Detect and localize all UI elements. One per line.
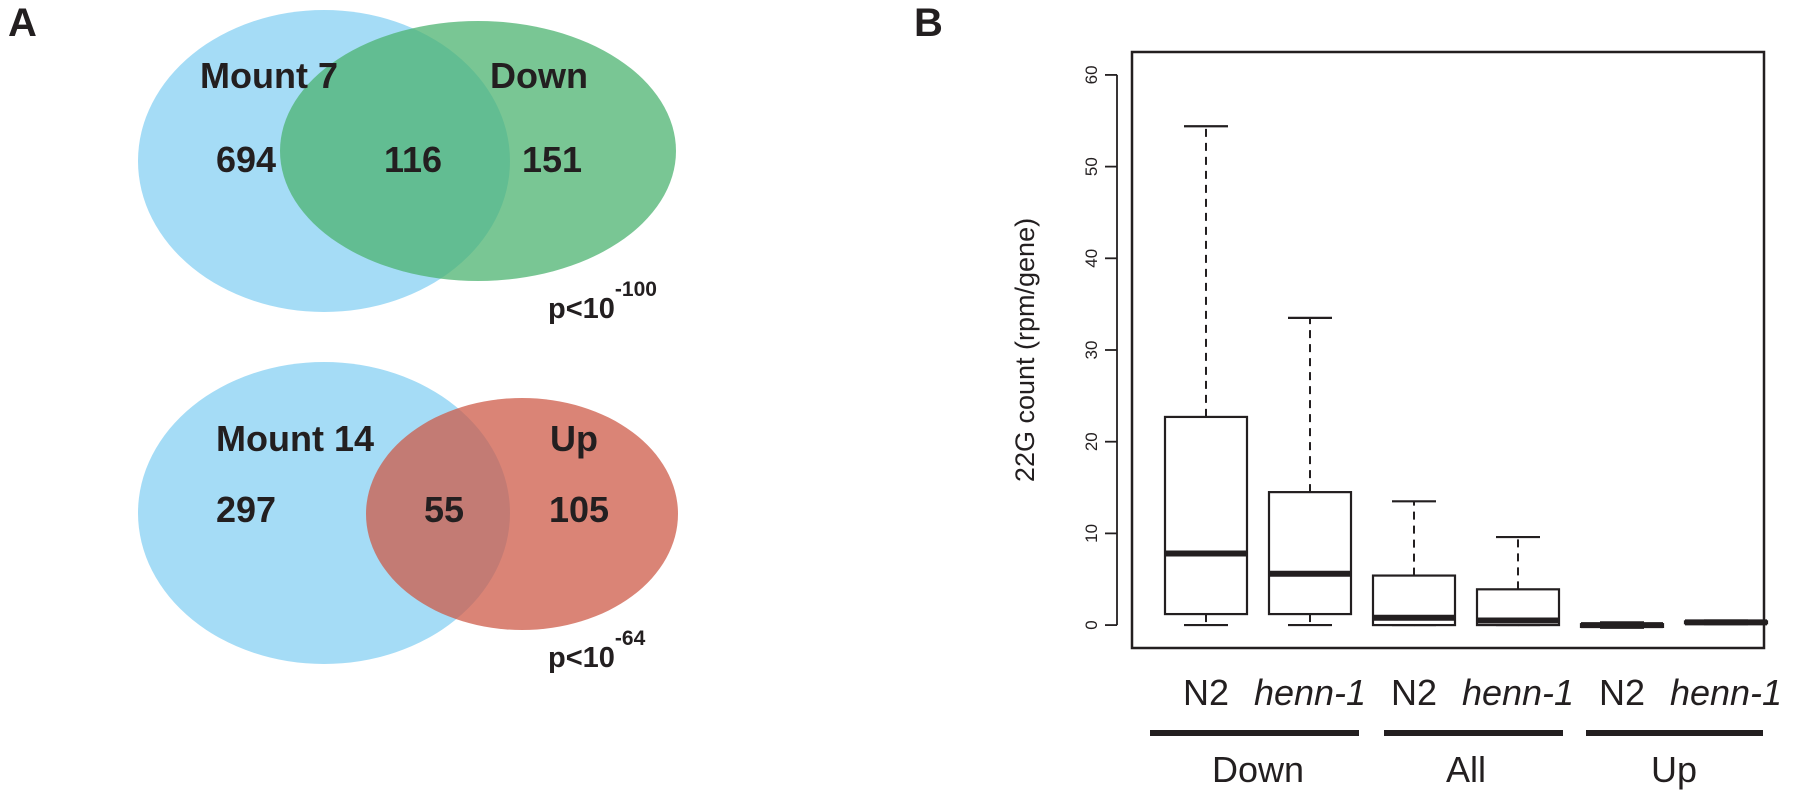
venn-top-left-count: 694 [216,139,276,180]
venn-bottom-right-circle [366,398,678,630]
box-3 [1371,500,1457,627]
x-tick-label: N2 [1391,672,1437,713]
venn-bottom-overlap-count: 55 [424,489,464,530]
x-tick-label: N2 [1599,672,1645,713]
iqr-box [1267,491,1353,616]
y-tick-label: 10 [1082,524,1101,543]
box-4 [1475,535,1561,627]
venn-bottom-pvalue: p<10-64 [548,627,646,674]
group-label: Down [1212,749,1304,790]
box-6 [1683,619,1769,626]
group-label: Up [1651,749,1697,790]
group-brackets: Down All Up [1150,730,1763,790]
venn-top-right-circle [280,21,676,281]
x-tick-label: henn-1 [1254,672,1366,713]
venn-bottom-left-count: 297 [216,489,276,530]
venn-top-left-label: Mount 7 [200,55,338,96]
plot-frame [1130,50,1766,650]
y-tick-label: 0 [1082,620,1101,629]
box-1 [1163,125,1249,627]
venn-top-right-count: 151 [522,139,582,180]
y-axis-label: 22G count (rpm/gene) [1010,218,1040,482]
group-label: All [1446,749,1486,790]
venn-top-overlap-count: 116 [384,139,442,180]
venn-top-right-label: Down [490,55,588,96]
boxplot-chart: 0 10 20 30 40 50 60 22G count (rpm/gene) N2 hen… [1010,50,1782,790]
box-5 [1579,621,1665,629]
boxes [1163,125,1769,629]
y-tick-label: 20 [1082,432,1101,451]
panel-b-label: B [914,1,943,45]
venn-bottom-right-count: 105 [549,489,609,530]
x-tick-label: henn-1 [1670,672,1782,713]
venn-top-pvalue: p<10-100 [548,278,657,325]
venn-bottom-left-label: Mount 14 [216,418,374,459]
venn-top: Mount 7 Down 694 116 151 p<10-100 [138,10,676,325]
x-tick-label: henn-1 [1462,672,1574,713]
x-tick-label: N2 [1183,672,1229,713]
x-category-labels: N2 henn-1 N2 henn-1 N2 henn-1 [1183,672,1782,713]
y-tick-label: 40 [1082,249,1101,268]
panel-a-label: A [8,1,37,45]
venn-bottom-right-label: Up [550,418,598,459]
box-2 [1267,316,1353,627]
y-axis-ticks: 0 10 20 30 40 50 60 [1082,65,1117,630]
y-tick-label: 30 [1082,341,1101,360]
y-tick-label: 60 [1082,65,1101,84]
iqr-box [1163,415,1249,616]
y-tick-label: 50 [1082,157,1101,176]
venn-bottom: Mount 14 Up 297 55 105 p<10-64 [138,362,678,674]
